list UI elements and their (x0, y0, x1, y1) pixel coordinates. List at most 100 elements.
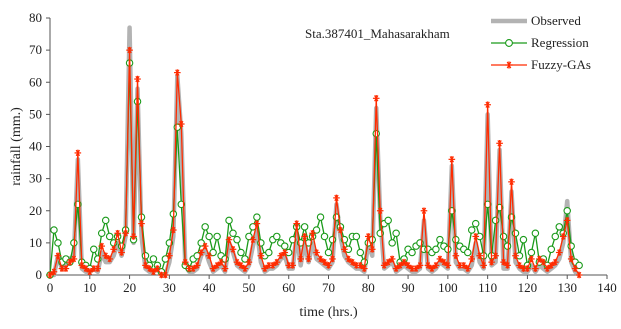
data-point-fuzzy-gas (98, 242, 106, 250)
data-point-regression (90, 245, 98, 254)
data-point-regression (141, 251, 150, 260)
data-point-fuzzy-gas (404, 262, 412, 269)
data-point-regression (320, 232, 329, 241)
data-point-fuzzy-gas (341, 246, 348, 253)
series-fuzzy-gas (46, 46, 583, 279)
y-axis-title: rainfall (mm.) (9, 107, 24, 186)
data-point-regression (527, 248, 536, 257)
x-tick-label: 80 (362, 280, 375, 295)
data-point-fuzzy-gas (368, 246, 376, 253)
data-point-fuzzy-gas (233, 258, 241, 266)
data-point-fuzzy-gas (225, 236, 233, 243)
labels-group: Sta.387401_Mahasarakham time (hrs.) rain… (9, 26, 450, 320)
data-point-regression (471, 219, 480, 228)
data-point-regression (253, 213, 261, 221)
data-point-fuzzy-gas (209, 265, 217, 272)
legend: Observed Regression Fuzzy-GAs (491, 13, 591, 72)
x-tick-label: 60 (282, 280, 295, 295)
data-point-fuzzy-gas (217, 258, 225, 266)
data-point-regression (463, 248, 472, 257)
data-point-fuzzy-gas (114, 229, 121, 237)
data-point-regression (392, 229, 400, 237)
data-point-regression (149, 255, 158, 263)
data-point-fuzzy-gas (548, 262, 555, 269)
data-point-regression (432, 245, 440, 254)
data-point-fuzzy-gas (289, 262, 296, 269)
data-point-regression (237, 248, 245, 257)
data-point-fuzzy-gas (512, 252, 519, 260)
data-point-regression (288, 235, 297, 244)
data-point-fuzzy-gas (436, 255, 444, 263)
data-point-fuzzy-gas (261, 265, 269, 272)
data-point-fuzzy-gas (488, 258, 495, 266)
data-point-fuzzy-gas (277, 252, 285, 260)
data-point-fuzzy-gas (484, 101, 491, 109)
legend-item-observed: Observed (491, 13, 581, 28)
data-point-fuzzy-gas (361, 265, 368, 272)
data-point-regression (54, 239, 62, 247)
data-point-fuzzy-gas (337, 226, 344, 234)
data-point-fuzzy-gas (544, 265, 551, 272)
data-point-fuzzy-gas (345, 255, 352, 263)
data-point-regression (356, 248, 365, 257)
data-point-fuzzy-gas (273, 258, 281, 266)
data-point-fuzzy-gas (476, 252, 483, 260)
data-point-fuzzy-gas (392, 265, 400, 272)
legend-item-regression: Regression (491, 35, 589, 50)
data-point-fuzzy-gas (146, 265, 153, 272)
data-point-fuzzy-gas (170, 226, 177, 234)
data-point-fuzzy-gas (460, 262, 468, 269)
data-point-regression (273, 232, 281, 241)
y-tick-label: 20 (29, 203, 42, 218)
data-point-fuzzy-gas (528, 255, 535, 263)
data-point-regression (233, 235, 241, 244)
data-point-fuzzy-gas (301, 233, 308, 240)
data-point-fuzzy-gas (532, 265, 539, 272)
data-point-fuzzy-gas (388, 255, 396, 263)
data-point-regression (499, 232, 508, 241)
data-point-fuzzy-gas (432, 262, 440, 269)
legend-marker-regression (505, 39, 513, 47)
data-point-fuzzy-gas (201, 242, 209, 250)
data-point-fuzzy-gas (293, 220, 300, 227)
data-point-regression (201, 223, 209, 231)
data-point-fuzzy-gas (353, 262, 360, 269)
data-point-fuzzy-gas (78, 262, 86, 269)
data-point-fuzzy-gas (58, 265, 66, 272)
data-point-fuzzy-gas (468, 255, 476, 263)
data-point-fuzzy-gas (138, 220, 145, 227)
data-point-fuzzy-gas (540, 258, 547, 266)
data-point-regression (265, 248, 273, 257)
data-point-fuzzy-gas (154, 265, 161, 272)
data-point-fuzzy-gas (166, 252, 173, 260)
data-point-fuzzy-gas (396, 262, 404, 269)
data-point-fuzzy-gas (364, 233, 372, 240)
data-point-fuzzy-gas (150, 268, 157, 276)
legend-label-regression: Regression (531, 35, 589, 50)
data-point-fuzzy-gas (134, 75, 141, 83)
data-point-fuzzy-gas (376, 207, 384, 215)
data-point-fuzzy-gas (162, 271, 169, 279)
data-point-fuzzy-gas (412, 265, 420, 272)
data-point-fuzzy-gas (253, 220, 261, 227)
data-point-fuzzy-gas (372, 95, 380, 102)
x-tick-label: 120 (518, 280, 538, 295)
data-point-fuzzy-gas (325, 262, 332, 269)
data-point-fuzzy-gas (380, 262, 388, 269)
data-point-fuzzy-gas (384, 258, 392, 266)
data-point-fuzzy-gas (70, 255, 78, 263)
data-point-regression (205, 232, 213, 241)
data-point-fuzzy-gas (472, 233, 480, 240)
data-point-fuzzy-gas (571, 265, 579, 272)
data-point-regression (511, 229, 520, 237)
y-tick-label: 50 (29, 106, 42, 121)
data-point-fuzzy-gas (185, 265, 193, 272)
data-point-regression (50, 226, 58, 234)
x-axis-title: time (hrs.) (299, 305, 358, 320)
legend-item-fuzzy-gas: Fuzzy-GAs (491, 57, 591, 72)
x-tick-label: 50 (242, 280, 255, 295)
data-point-fuzzy-gas (205, 252, 213, 260)
data-point-fuzzy-gas (424, 262, 432, 269)
